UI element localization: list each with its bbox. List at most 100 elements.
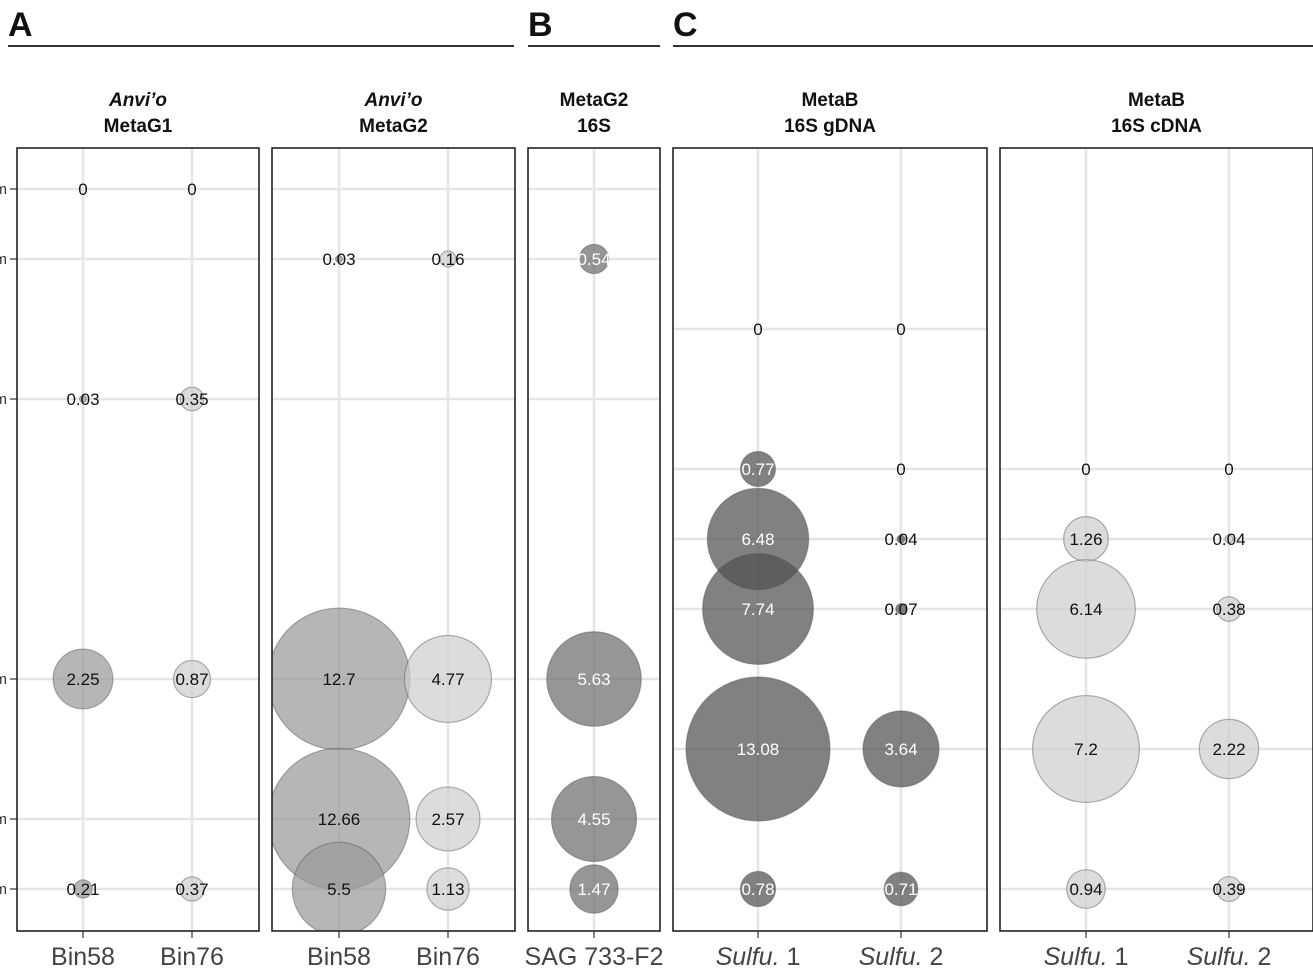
bubble [1224, 534, 1234, 544]
panel-plot-area [1000, 148, 1313, 931]
data-label: 0.78 [741, 880, 774, 899]
data-label: 4.77 [431, 670, 464, 689]
section-letter-A: A [8, 6, 33, 44]
panel-frame [271, 147, 516, 932]
bubble [578, 243, 610, 275]
bubble [1031, 694, 1141, 804]
data-label: 4.55 [577, 810, 610, 829]
x-tick-label: Sulfu. 2 [1187, 943, 1272, 971]
data-label: 6.14 [1069, 600, 1102, 619]
data-label: 7.74 [741, 600, 774, 619]
data-label: 0 [187, 180, 196, 199]
data-label: 0.16 [431, 250, 464, 269]
panel-title-line2: MetaG2 [359, 116, 428, 137]
data-label: 2.57 [431, 810, 464, 829]
x-tick-label: Sulfu. 1 [1044, 943, 1129, 971]
data-label: 0.39 [1212, 880, 1245, 899]
bubble [895, 603, 907, 615]
panel-title-line1: MetaG2 [560, 90, 629, 111]
bubble [1036, 559, 1136, 659]
bubble [172, 659, 212, 699]
data-label: 0.37 [175, 880, 208, 899]
data-label: 1.26 [1069, 530, 1102, 549]
data-label: 5.5 [327, 880, 351, 899]
x-tick-label: Bin58 [51, 943, 115, 971]
bubble [739, 870, 777, 908]
data-label: 0.71 [884, 880, 917, 899]
y-tick-label: m [0, 251, 7, 268]
panel-title-line1: Anvi’o [363, 90, 422, 111]
panel-plot-area [17, 148, 259, 931]
bubble [334, 254, 344, 264]
data-label: 0 [1224, 460, 1233, 479]
data-label: 0.94 [1069, 880, 1102, 899]
data-label: 3.64 [884, 740, 917, 759]
panel-title-line2: MetaG1 [104, 116, 173, 137]
data-label: 0.03 [322, 250, 355, 269]
data-label: 0 [896, 460, 905, 479]
data-label: 0.04 [1212, 530, 1245, 549]
data-label: 1.13 [431, 880, 464, 899]
panel-title-line1: Anvi’o [108, 90, 167, 111]
bubble [1216, 596, 1242, 622]
panel-frame [16, 147, 260, 932]
data-label: 2.22 [1212, 740, 1245, 759]
y-tick-label: m [0, 881, 7, 898]
data-label: 6.48 [741, 530, 774, 549]
panel-title-line1: MetaB [1128, 90, 1185, 111]
data-label: 0.35 [175, 390, 208, 409]
panel-title-line2: 16S [577, 116, 611, 137]
data-label: 0.04 [884, 530, 917, 549]
data-label: 12.7 [322, 670, 355, 689]
bubble [179, 876, 205, 902]
data-label: 0.87 [175, 670, 208, 689]
x-tick-label: Sulfu. 2 [859, 943, 944, 971]
bubble [179, 386, 205, 412]
panel-plot-area [528, 148, 660, 931]
bubble [426, 867, 470, 911]
bubble [78, 394, 88, 404]
data-label: 0.77 [741, 460, 774, 479]
panel-2: Anvi’o MetaG2 0.03 0.16 12.7 4.77 12.66 2.57 5.5… [271, 90, 516, 971]
data-label: 0 [1081, 460, 1090, 479]
data-label: 0 [78, 180, 87, 199]
bubble [702, 553, 814, 665]
y-tick-label: m [0, 671, 7, 688]
bubble [1198, 718, 1260, 780]
panel-frame [672, 147, 988, 932]
bubble [1215, 875, 1243, 903]
bubble [291, 841, 387, 931]
bubble [403, 634, 493, 724]
bubble [52, 648, 114, 710]
data-label: 0.07 [884, 600, 917, 619]
data-label: 0.38 [1212, 600, 1245, 619]
panel-title-line2: 16S cDNA [1111, 116, 1202, 137]
y-tick-label: m [0, 181, 7, 198]
panel-frame [999, 147, 1313, 932]
x-tick-label: SAG 733-F2 [525, 943, 664, 971]
panel-4: MetaB 16S gDNA 0 0 0.77 0 6.48 0.04 7.74 0.07 13.0… [672, 90, 988, 971]
section-letter-B: B [528, 6, 553, 44]
data-label: 5.63 [577, 670, 610, 689]
bubble [896, 534, 906, 544]
data-label: 0.54 [577, 250, 610, 269]
bubble [685, 676, 831, 822]
bubble [1066, 869, 1106, 909]
section-letter-C: C [673, 6, 698, 44]
panel-title-line1: MetaB [801, 90, 858, 111]
bubble [569, 864, 619, 914]
panel-plot-area [272, 148, 515, 931]
bubble [546, 631, 642, 727]
data-label: 12.66 [318, 810, 361, 829]
x-tick-label: Bin76 [160, 943, 224, 971]
bubble [415, 786, 481, 852]
data-label: 2.25 [66, 670, 99, 689]
y-tick-label: m [0, 811, 7, 828]
data-label: 7.2 [1074, 740, 1098, 759]
panel-5: MetaB 16S cDNA 0 0 1.26 0.04 6.14 0.38 7.2 2.22 0.… [999, 90, 1313, 971]
data-label: 0.03 [66, 390, 99, 409]
x-tick-label: Bin58 [307, 943, 371, 971]
bubble [73, 879, 93, 899]
panel-3: MetaG2 16S 0.54 5.63 4.55 1.47 SAG 733-F2 [525, 90, 664, 971]
